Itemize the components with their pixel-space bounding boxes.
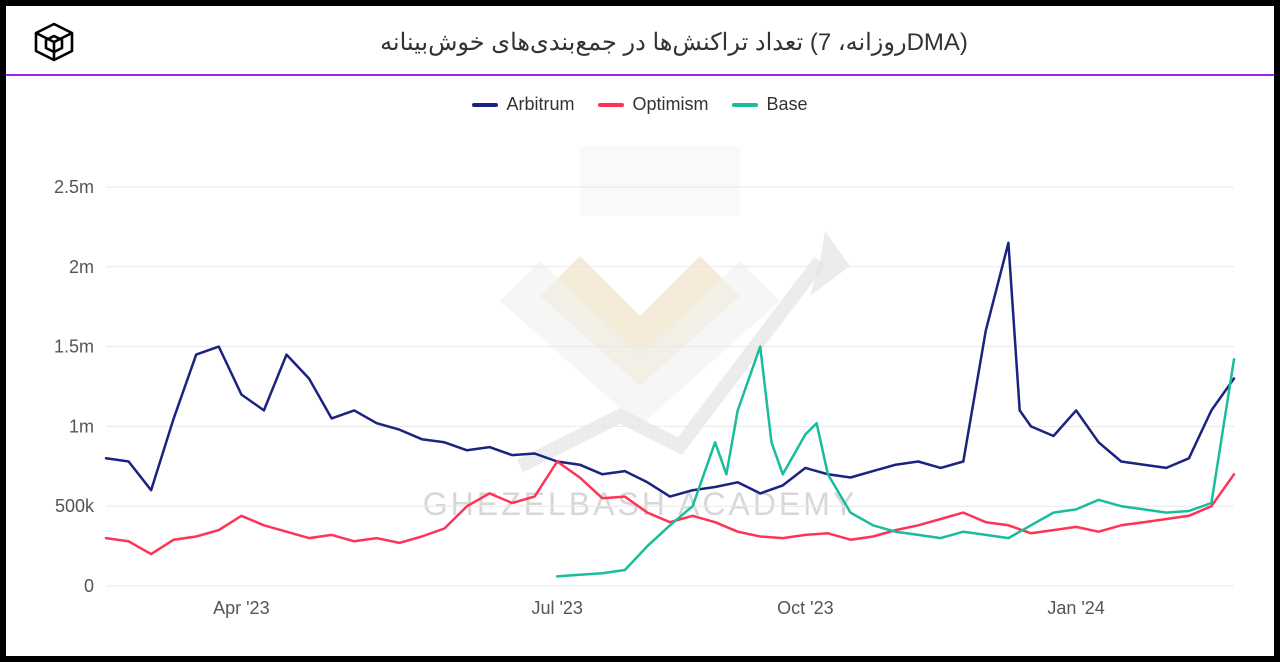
chart-header: (DMAروزانه، 7) تعداد تراکنش‌ها در جمع‌بن…: [6, 6, 1274, 74]
svg-text:Apr '23: Apr '23: [213, 598, 269, 618]
chart-title: (DMAروزانه، 7) تعداد تراکنش‌ها در جمع‌بن…: [98, 28, 1250, 57]
svg-text:500k: 500k: [55, 496, 95, 516]
chart-plot-area: 0 500k 1m 1.5m 2m 2.5m Apr '23 Jul '23 Oct '23 Ja…: [36, 161, 1244, 626]
svg-text:1m: 1m: [69, 416, 94, 436]
chart-svg: 0 500k 1m 1.5m 2m 2.5m Apr '23 Jul '23 Oct '23 Ja…: [36, 161, 1244, 626]
chart-frame: GHEZELBASH ACADEMY (DMAروزانه، 7) تعداد …: [0, 0, 1280, 662]
cube-logo: [30, 18, 78, 66]
series-arbitrum: [106, 243, 1234, 497]
svg-text:Jul '23: Jul '23: [531, 598, 582, 618]
svg-text:Oct '23: Oct '23: [777, 598, 833, 618]
svg-text:2m: 2m: [69, 257, 94, 277]
series-base: [557, 347, 1234, 577]
svg-text:0: 0: [84, 576, 94, 596]
series-optimism: [106, 462, 1234, 555]
svg-text:2.5m: 2.5m: [54, 177, 94, 197]
svg-text:1.5m: 1.5m: [54, 337, 94, 357]
svg-text:Jan '24: Jan '24: [1047, 598, 1104, 618]
